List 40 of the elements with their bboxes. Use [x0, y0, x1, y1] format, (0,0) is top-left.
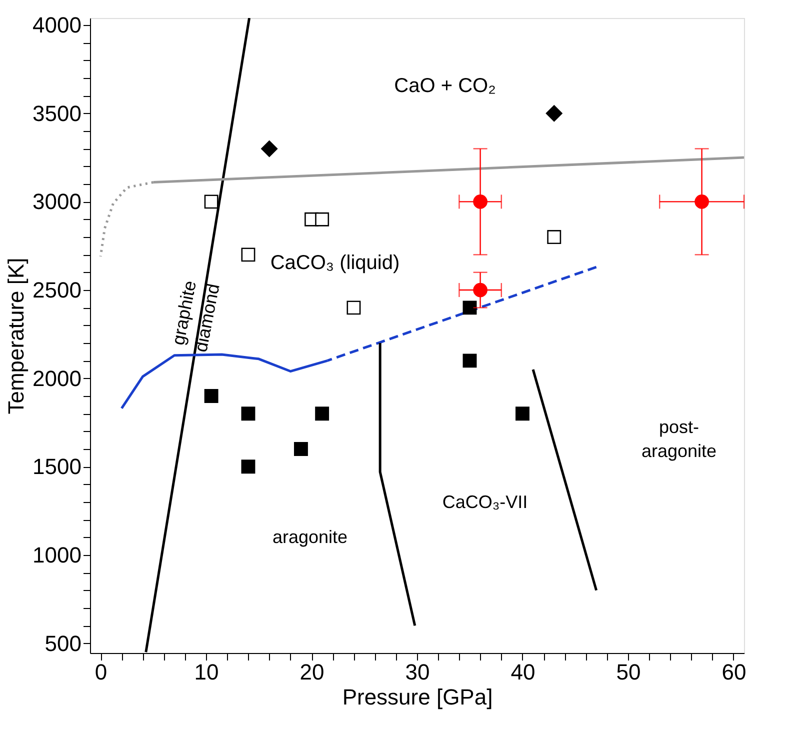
- point: [462, 300, 477, 315]
- point: [204, 389, 218, 403]
- x-tick-label: 0: [94, 660, 108, 684]
- annotation: CaO + CO₂: [394, 75, 496, 97]
- point: [241, 460, 256, 474]
- point: [516, 406, 530, 421]
- y-tick-label: 3500: [32, 100, 82, 126]
- x-tick-label: 10: [194, 660, 219, 684]
- point: [315, 212, 330, 226]
- annotation: CaCO₃ (liquid): [270, 252, 400, 274]
- x-tick-label: 40: [510, 660, 536, 684]
- point: [241, 248, 256, 262]
- point: [204, 194, 218, 209]
- annotation: post- aragonite: [641, 417, 717, 461]
- x-tick-label: 50: [616, 660, 641, 684]
- x-tick-label: 20: [300, 660, 324, 684]
- point: [694, 194, 709, 209]
- point: [473, 282, 488, 298]
- y-axis-title: Temperature [K]: [4, 258, 29, 414]
- point: [546, 105, 562, 122]
- y-tick-label: 2000: [32, 366, 82, 391]
- point: [241, 406, 256, 421]
- x-tick-label: 60: [722, 660, 746, 684]
- annotation: CaCO₃-VII: [442, 492, 528, 512]
- point: [346, 300, 361, 315]
- y-tick-label: 1500: [32, 454, 82, 480]
- point: [261, 140, 278, 157]
- y-tick-label: 4000: [32, 12, 82, 38]
- y-tick-label: 3000: [32, 189, 82, 214]
- x-axis-title: Pressure [GPa]: [342, 684, 493, 710]
- annotation: aragonite: [272, 527, 348, 547]
- point: [315, 406, 330, 421]
- point: [547, 230, 562, 244]
- point: [473, 194, 488, 209]
- x-tick-label: 30: [405, 660, 430, 684]
- y-tick-label: 1000: [32, 542, 82, 568]
- point: [462, 354, 477, 368]
- y-tick-label: 500: [44, 630, 82, 656]
- point: [294, 442, 308, 456]
- y-tick-label: 2500: [32, 278, 82, 303]
